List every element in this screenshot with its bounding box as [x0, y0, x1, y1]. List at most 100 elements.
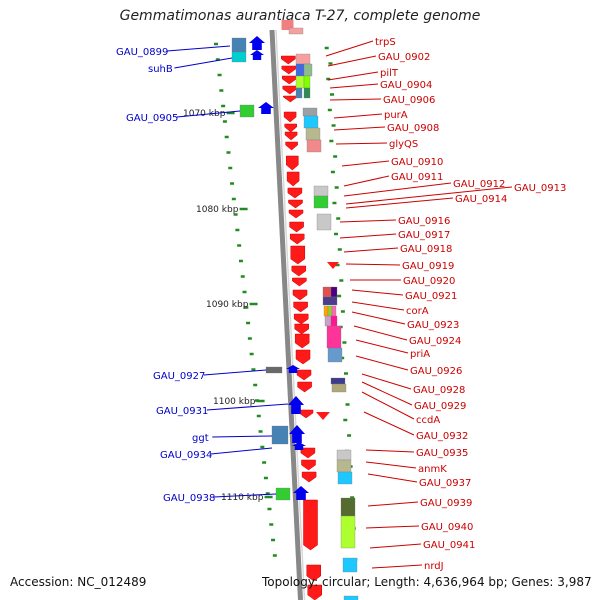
leader-line-right [365, 461, 417, 469]
gene-arrow-reverse [286, 365, 300, 373]
gene-label-right: priA [410, 349, 430, 360]
gene-arrow-reverse [288, 396, 304, 414]
gene-arrow-forward [292, 289, 308, 301]
gene-arrow-forward [281, 55, 296, 65]
leader-line-right [367, 501, 419, 507]
leader-line-right [355, 339, 409, 354]
gene-arrow-forward [296, 369, 312, 381]
gene-label-right: GAU_0917 [398, 230, 450, 241]
gene-arrow-forward [307, 584, 322, 600]
gene-arrow-reverse [293, 486, 309, 500]
gene-arrow-forward [301, 459, 316, 471]
gene-label-right: GAU_0918 [400, 244, 452, 255]
gene-label-right: GAU_0928 [413, 385, 465, 396]
gene-block [302, 107, 318, 117]
leader-line-right [345, 186, 513, 205]
gene-label-right: purA [384, 110, 408, 121]
gene-label-left: suhB [148, 64, 173, 75]
gene-block [231, 37, 247, 53]
gene-arrow-forward [327, 262, 339, 269]
gene-label-right: GAU_0921 [405, 291, 457, 302]
leader-line-right [361, 373, 412, 390]
gene-block [295, 53, 311, 65]
gene-label-right: GAU_0926 [410, 366, 462, 377]
gene-label-right: corA [406, 306, 429, 317]
kbp-tick-label: 1100 kbp [213, 397, 256, 407]
gene-block [331, 305, 337, 317]
gene-block [239, 104, 255, 118]
gene-label-right: GAU_0929 [414, 401, 466, 412]
gene-block [326, 325, 342, 349]
leader-line-right [351, 301, 405, 311]
leader-line-left [213, 493, 277, 498]
gene-block [306, 139, 322, 153]
gene-block [327, 305, 333, 317]
gene-block [275, 487, 291, 501]
leader-line-right [339, 219, 397, 223]
gene-block [336, 459, 352, 473]
gene-label-right: GAU_0920 [403, 276, 455, 287]
gene-arrow-forward [303, 499, 318, 551]
leader-line-right [343, 247, 399, 253]
gene-arrow-forward [289, 233, 305, 245]
gene-block [322, 286, 332, 298]
gene-label-right: GAU_0902 [378, 52, 430, 63]
leader-line-right [339, 233, 397, 239]
leader-line-left [174, 57, 233, 69]
gene-label-right: GAU_0941 [423, 540, 475, 551]
gene-arrow-forward [290, 245, 306, 265]
genome-summary-text: Topology: circular; Length: 4,636,964 bp… [262, 575, 592, 589]
gene-label-right: GAU_0910 [391, 157, 443, 168]
gene-arrow-forward [316, 412, 330, 420]
gene-label-left: ggt [192, 433, 209, 444]
leader-line-right [327, 55, 377, 67]
gene-arrow-reverse [258, 102, 274, 114]
gene-label-right: pilT [380, 68, 399, 79]
gene-arrow-forward [294, 333, 310, 349]
gene-arrow-forward [286, 155, 299, 171]
gene-block [331, 383, 347, 393]
gene-label-right: nrdJ [424, 561, 444, 572]
gene-arrow-reverse [292, 442, 306, 450]
gene-label-left: GAU_0931 [156, 406, 208, 417]
gene-label-right: GAU_0911 [391, 172, 443, 183]
gene-label-right: GAU_0916 [398, 216, 450, 227]
gene-arrow-forward [284, 131, 298, 141]
gene-arrow-forward [282, 85, 298, 95]
gene-label-right: GAU_0904 [380, 80, 432, 91]
leader-line-right [361, 381, 413, 406]
leader-line-right [343, 175, 390, 187]
gene-block [231, 51, 247, 63]
leader-line-left [212, 435, 273, 438]
leader-line-left [166, 45, 231, 52]
gene-block [295, 87, 303, 99]
gene-label-right: GAU_0919 [402, 261, 454, 272]
leader-line-right [369, 543, 422, 549]
gene-block [295, 75, 305, 89]
leader-line-left [203, 369, 267, 376]
leader-line-left [176, 110, 241, 118]
kbp-tick-label: 1090 kbp [206, 300, 249, 310]
gene-label-right: GAU_0940 [421, 522, 473, 533]
gene-label-right: GAU_0935 [416, 448, 468, 459]
gene-arrow-forward [293, 301, 308, 313]
gene-label-right: glyQS [389, 139, 418, 150]
backbone-highlight [275, 29, 306, 600]
leader-line-right [329, 83, 379, 89]
gene-block [343, 595, 359, 600]
gene-arrow-forward [283, 95, 298, 103]
gene-block [340, 497, 356, 517]
gene-top-block [288, 27, 304, 35]
leader-line-right [353, 325, 408, 341]
gene-arrow-forward [298, 409, 314, 419]
gene-arrow-reverse [289, 425, 305, 443]
kbp-tick-label: 1110 kbp [221, 493, 264, 503]
leader-line-right [327, 71, 379, 81]
leader-line-right [333, 126, 386, 131]
gene-block [303, 63, 313, 77]
gene-arrow-reverse [249, 36, 265, 50]
gene-top-partial [281, 20, 294, 30]
gene-label-left: GAU_0905 [126, 113, 178, 124]
gene-label-right: GAU_0912 [453, 179, 505, 190]
